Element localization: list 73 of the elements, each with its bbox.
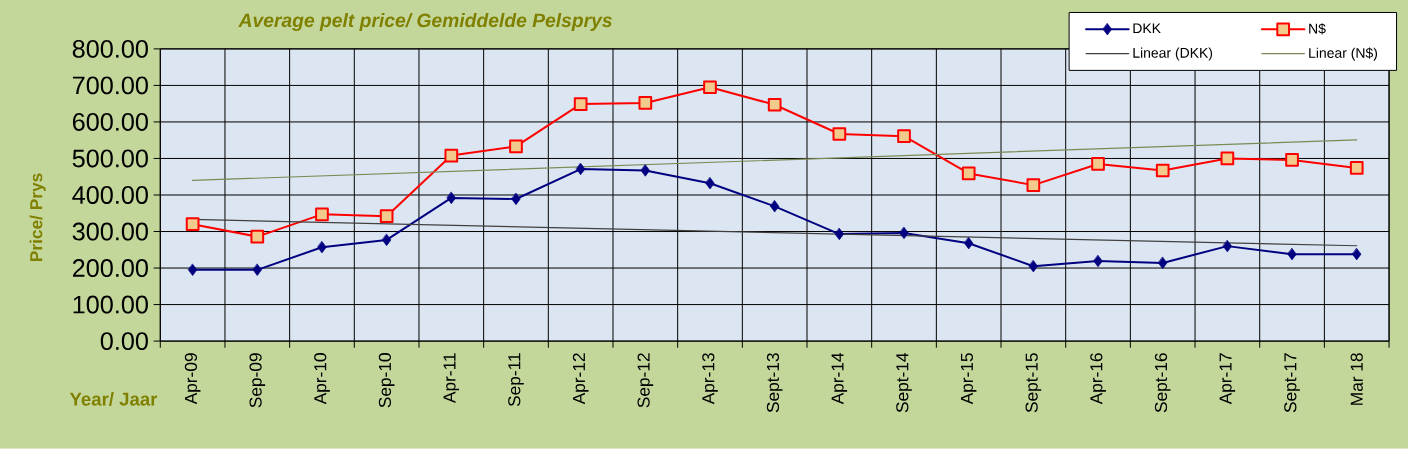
- y-tick-label: 500.00: [72, 149, 148, 168]
- point: [767, 98, 782, 112]
- point: [770, 200, 780, 213]
- point: [897, 129, 911, 144]
- point: [382, 233, 392, 247]
- point: [703, 80, 717, 95]
- point: [573, 97, 588, 111]
- point: [1220, 151, 1235, 166]
- y-tick-label: 600.00: [72, 113, 148, 131]
- x-tick-label: Apr-16: [1090, 353, 1106, 405]
- point: [1222, 240, 1232, 253]
- point: [961, 166, 976, 181]
- point: [1349, 161, 1364, 175]
- x-tick-label: Sep-10: [378, 353, 395, 408]
- point: [899, 227, 909, 240]
- y-tick-label: 400.00: [72, 186, 148, 205]
- point: [379, 209, 394, 224]
- x-tick-label: Sept-16: [1154, 353, 1171, 413]
- point: [250, 229, 265, 244]
- point: [185, 217, 200, 232]
- y-tick-label: 800.00: [72, 40, 148, 58]
- point: [576, 163, 586, 176]
- chart-title: Average pelt price/ Gemiddelde Pelsprys: [238, 13, 612, 32]
- point: [317, 241, 327, 254]
- x-tick-label: Apr-17: [1219, 353, 1236, 405]
- y-tick-label: 100.00: [73, 295, 148, 314]
- legend-label: Linear (DKK): [1133, 47, 1213, 61]
- point: [705, 177, 715, 190]
- x-tick-label: Mar 18: [1350, 353, 1363, 405]
- x-tick-label: Apr-14: [831, 353, 848, 405]
- point: [1158, 256, 1168, 270]
- x-tick-label: Apr-10: [314, 353, 330, 405]
- x-tick-label: Apr-15: [960, 353, 977, 405]
- x-tick-label: Apr-13: [702, 353, 718, 405]
- x-tick-label: Sep-09: [249, 353, 266, 408]
- point: [640, 164, 650, 177]
- x-tick-label: Apr-11: [443, 353, 460, 404]
- point: [964, 237, 974, 250]
- y-tick-label: 0.00: [100, 332, 148, 351]
- point: [834, 228, 844, 241]
- point: [509, 139, 523, 154]
- y-tick-label: 300.00: [72, 222, 148, 241]
- point: [1287, 248, 1297, 261]
- legend-label: N$: [1309, 23, 1326, 35]
- point: [1285, 153, 1299, 167]
- point: [446, 191, 456, 205]
- point: [444, 148, 459, 163]
- legend-label: DKK: [1133, 23, 1161, 34]
- y-axis-title: Price/ Prys: [29, 173, 46, 262]
- x-tick-label: Sept-13: [766, 353, 783, 413]
- x-tick-label: Sept-15: [1025, 353, 1042, 413]
- x-tick-label: Sept-17: [1284, 353, 1300, 413]
- point: [1026, 178, 1041, 193]
- legend-label: Linear (N$): [1309, 47, 1378, 61]
- point: [252, 263, 262, 277]
- x-axis-title: Year/ Jaar: [69, 392, 158, 406]
- point: [1091, 157, 1105, 171]
- point: [1093, 255, 1103, 268]
- point: [1155, 163, 1170, 178]
- point: [638, 96, 653, 110]
- point: [832, 127, 847, 141]
- x-tick-label: Sep-11: [508, 353, 524, 407]
- point: [315, 207, 329, 222]
- point: [188, 263, 198, 277]
- point: [511, 193, 521, 206]
- point: [1028, 260, 1038, 273]
- x-tick-label: Apr-09: [184, 353, 201, 405]
- x-tick-label: Apr-12: [572, 353, 589, 405]
- x-tick-label: Sept-14: [896, 353, 912, 413]
- y-tick-label: 200.00: [72, 259, 148, 278]
- y-tick-label: 700.00: [72, 76, 148, 95]
- x-tick-label: Sep-12: [637, 353, 654, 408]
- point: [1352, 248, 1362, 261]
